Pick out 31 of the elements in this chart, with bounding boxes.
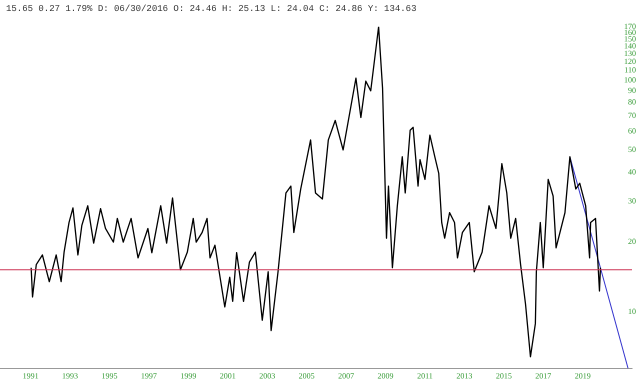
x-tick-label: 2001 bbox=[220, 371, 236, 380]
y-tick-label: 20 bbox=[628, 237, 636, 246]
y-tick-label: 50 bbox=[628, 145, 636, 154]
x-tick-label: 2007 bbox=[338, 371, 354, 380]
chart-title: 15.65 0.27 1.79% D: 06/30/2016 O: 24.46 H: 25.13 L: 24.04 C: 24.86 Y: 134.63 bbox=[5, 3, 418, 16]
y-tick-label: 70 bbox=[628, 111, 636, 120]
x-tick-label: 2013 bbox=[456, 371, 472, 380]
x-tick-label: 1993 bbox=[62, 371, 78, 380]
y-tick-label: 10 bbox=[628, 306, 636, 316]
x-tick-label: 1991 bbox=[22, 371, 39, 380]
x-tick-label: 2017 bbox=[535, 371, 552, 380]
x-tick-label: 2005 bbox=[298, 371, 315, 380]
y-tick-label: 40 bbox=[628, 167, 636, 176]
y-tick-label: 150 bbox=[624, 34, 636, 44]
x-tick-label: 2009 bbox=[378, 371, 394, 380]
y-tick-label: 120 bbox=[624, 56, 636, 66]
y-tick-label: 90 bbox=[628, 86, 636, 95]
y-tick-label: 80 bbox=[628, 98, 636, 107]
x-tick-label: 2003 bbox=[259, 371, 276, 380]
x-tick-label: 1995 bbox=[101, 371, 118, 380]
y-tick-label: 30 bbox=[628, 196, 636, 206]
x-tick-label: 2019 bbox=[574, 371, 591, 380]
y-tick-label: 140 bbox=[624, 41, 636, 50]
y-tick-label: 110 bbox=[624, 66, 636, 75]
y-tick-label: 130 bbox=[624, 48, 636, 58]
x-tick-label: 2011 bbox=[417, 371, 433, 380]
x-tick-label: 1999 bbox=[180, 371, 196, 380]
x-tick-label: 2015 bbox=[496, 371, 512, 380]
x-tick-label: 1997 bbox=[140, 371, 157, 380]
y-tick-label: 100 bbox=[624, 75, 636, 84]
y-tick-label: 60 bbox=[628, 126, 636, 136]
